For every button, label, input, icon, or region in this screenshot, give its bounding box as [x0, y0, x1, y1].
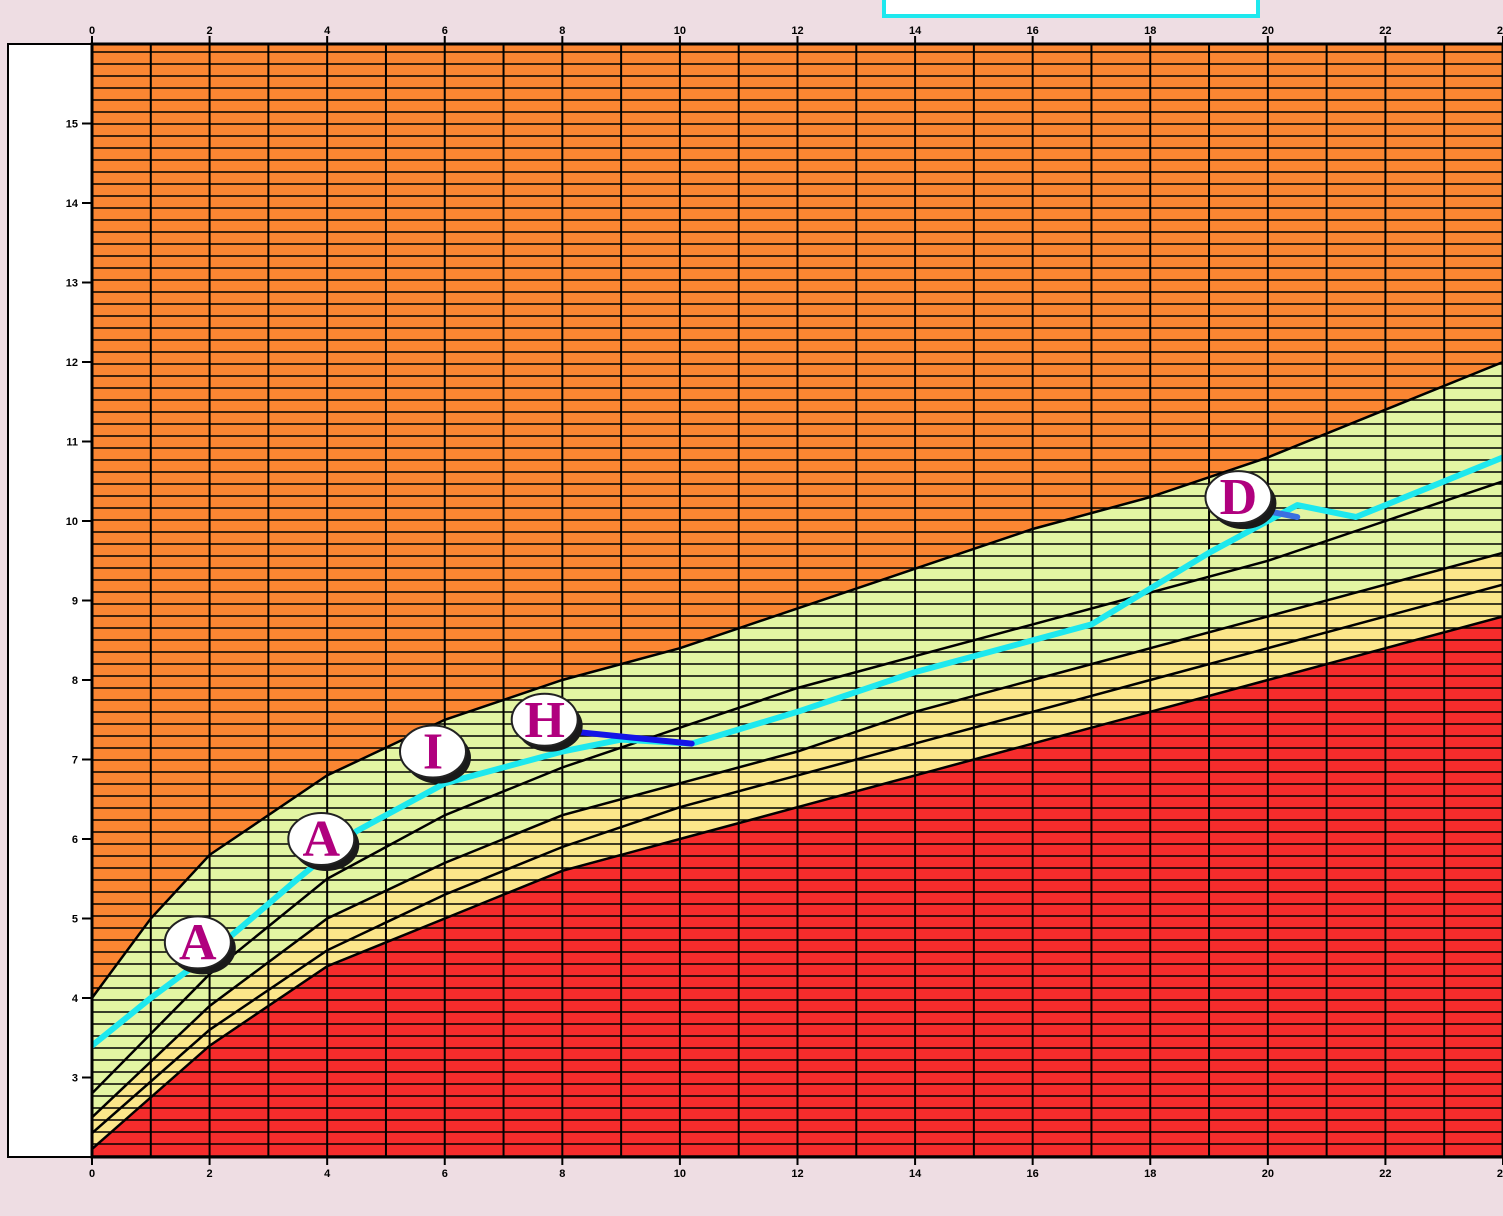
x-tick-label-top: 0 [89, 25, 95, 37]
y-tick-label: 14 [66, 198, 79, 210]
y-tick-label: 15 [66, 119, 78, 131]
y-tick-label: 4 [72, 993, 79, 1005]
y-tick-label: 8 [72, 675, 78, 687]
marker-bubble [510, 692, 579, 747]
plot-area [92, 44, 1503, 1157]
marker-bubble [398, 724, 467, 779]
marker-h: H [510, 692, 583, 752]
top-label-box [882, 0, 1260, 18]
y-tick-label: 10 [66, 516, 78, 528]
x-tick-label-top: 2 [207, 25, 213, 37]
x-tick-label-bottom: 8 [559, 1168, 565, 1180]
markers: A A I H D [163, 469, 1277, 975]
y-tick-label: 5 [72, 914, 78, 926]
marker-a: A [287, 811, 360, 871]
marker-d: D [1204, 469, 1277, 530]
boundary-red [92, 615, 1503, 1150]
marker-bubble [1204, 470, 1273, 525]
x-tick-label-top: 24 [1497, 25, 1503, 37]
y-tick-label: 3 [72, 1073, 78, 1085]
x-tick-label-top: 14 [909, 25, 922, 37]
x-tick-label-top: 16 [1027, 25, 1039, 37]
marker-label: H [524, 692, 564, 749]
marker-label: A [179, 914, 217, 971]
x-tick-label-bottom: 2 [207, 1168, 213, 1180]
y-tick-label: 6 [72, 834, 78, 846]
x-tick-label-top: 10 [674, 25, 686, 37]
boundary-mid [92, 551, 1503, 1119]
marker-a: A [163, 914, 236, 975]
boundary-lower_yellow [92, 583, 1503, 1135]
x-tick-label-bottom: 16 [1027, 1168, 1039, 1180]
x-tick-label-bottom: 10 [674, 1168, 686, 1180]
marker-label: I [423, 724, 443, 781]
x-tick-label-bottom: 14 [909, 1168, 922, 1180]
series-line [92, 454, 1503, 1049]
x-tick-label-bottom: 0 [89, 1168, 95, 1180]
marker-bubble [287, 812, 356, 866]
grid-vertical [92, 44, 1503, 1157]
y-tick-label: 13 [66, 278, 78, 290]
x-tick-label-top: 20 [1262, 25, 1274, 37]
x-tick-label-bottom: 22 [1379, 1168, 1391, 1180]
y-tick-label: 11 [66, 437, 78, 449]
y-tick-label: 9 [72, 596, 78, 608]
x-tick-label-top: 4 [324, 25, 331, 37]
marker-bubble [163, 915, 232, 970]
x-tick-label-top: 8 [559, 25, 565, 37]
marker-label: D [1220, 469, 1258, 526]
x-tick-label-bottom: 4 [324, 1168, 331, 1180]
x-tick-label-top: 22 [1379, 25, 1391, 37]
marker-i: I [398, 724, 471, 784]
x-tick-label-bottom: 24 [1497, 1168, 1503, 1180]
y-axis-panel [7, 43, 93, 1158]
x-tick-label-bottom: 6 [442, 1168, 448, 1180]
x-tick-label-bottom: 12 [791, 1168, 803, 1180]
highlight-segment [571, 728, 695, 747]
x-tick-label-top: 18 [1144, 25, 1156, 37]
marker-label: A [303, 811, 341, 868]
x-tick-label-bottom: 20 [1262, 1168, 1274, 1180]
axes: 0246810121416182022240246810121416182022… [66, 25, 1503, 1180]
boundary-median [92, 480, 1503, 1095]
x-tick-label-top: 12 [791, 25, 803, 37]
x-tick-label-bottom: 18 [1144, 1168, 1156, 1180]
y-tick-label: 7 [72, 755, 78, 767]
x-tick-label-top: 6 [442, 25, 448, 37]
boundary-upper [92, 360, 1503, 999]
y-tick-label: 12 [66, 357, 78, 369]
